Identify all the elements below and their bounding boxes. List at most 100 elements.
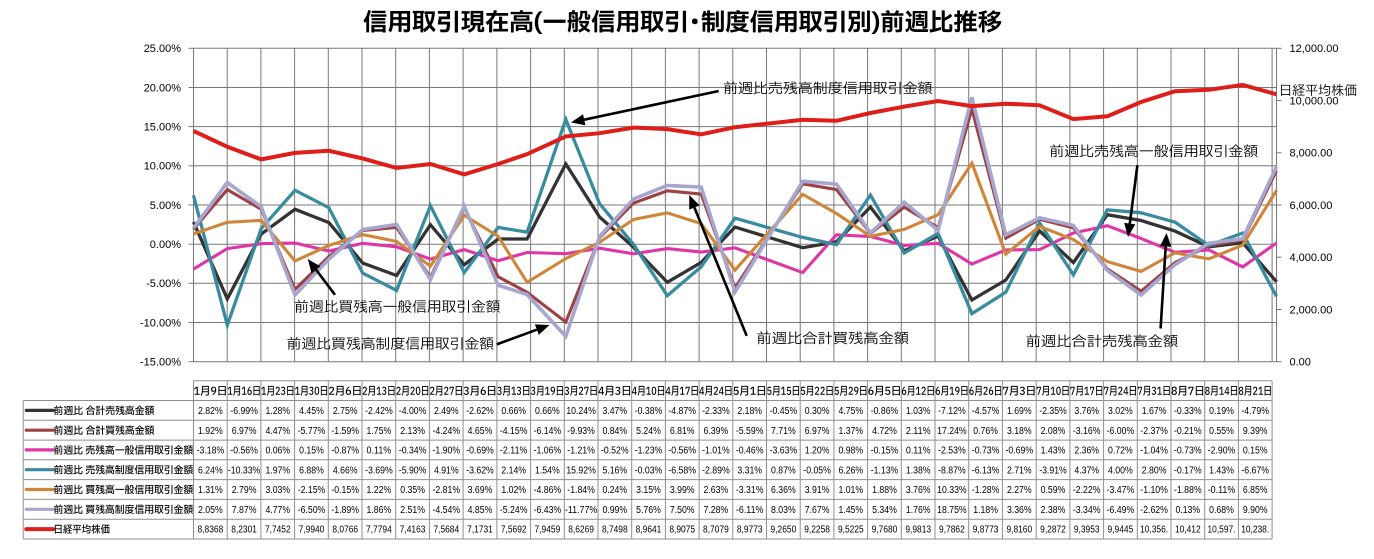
svg-text:7.50%: 7.50%: [670, 505, 695, 516]
svg-text:-1.04%: -1.04%: [1140, 446, 1168, 457]
svg-text:-3.63%: -3.63%: [770, 446, 798, 457]
svg-text:-6.00%: -6.00%: [1107, 426, 1135, 437]
svg-text:-2.90%: -2.90%: [1208, 446, 1236, 457]
svg-text:-8.87%: -8.87%: [938, 465, 966, 476]
svg-text:7,5692: 7,5692: [501, 525, 527, 536]
svg-text:3.15%: 3.15%: [636, 485, 661, 496]
svg-text:-4.00%: -4.00%: [399, 406, 427, 417]
svg-text:7,5684: 7,5684: [433, 525, 459, 536]
svg-text:7,9940: 7,9940: [299, 525, 325, 536]
svg-text:3.76%: 3.76%: [1074, 406, 1099, 417]
svg-text:-1.01%: -1.01%: [702, 446, 730, 457]
svg-text:-2.62%: -2.62%: [1140, 505, 1168, 516]
svg-text:-0.46%: -0.46%: [736, 446, 764, 457]
svg-text:3.03%: 3.03%: [265, 485, 290, 496]
svg-text:-4.79%: -4.79%: [1241, 406, 1269, 417]
svg-text:10,597.: 10,597.: [1208, 525, 1236, 536]
svg-text:2.18%: 2.18%: [737, 406, 762, 417]
svg-text:7.67%: 7.67%: [805, 505, 830, 516]
svg-text:-0.73%: -0.73%: [1174, 446, 1202, 457]
svg-text:5.00%: 5.00%: [150, 200, 181, 212]
svg-text:1.18%: 1.18%: [973, 505, 998, 516]
svg-text:-1.89%: -1.89%: [331, 505, 359, 516]
svg-text:-0.03%: -0.03%: [635, 465, 663, 476]
svg-text:-0.17%: -0.17%: [1174, 465, 1202, 476]
svg-text:1.76%: 1.76%: [906, 505, 931, 516]
svg-text:-4.87%: -4.87%: [668, 406, 696, 417]
svg-text:-5.77%: -5.77%: [298, 426, 326, 437]
svg-text:-0.38%: -0.38%: [635, 406, 663, 417]
svg-text:6.88%: 6.88%: [299, 465, 324, 476]
svg-text:6,000.00: 6,000.00: [1290, 200, 1333, 212]
svg-text:4.45%: 4.45%: [299, 406, 324, 417]
svg-text:2.27%: 2.27%: [1007, 485, 1032, 496]
svg-text:6.97%: 6.97%: [232, 426, 257, 437]
svg-text:7,9459: 7,9459: [535, 525, 561, 536]
svg-text:-3.69%: -3.69%: [365, 465, 393, 476]
svg-text:-3.62%: -3.62%: [466, 465, 494, 476]
svg-text:6.97%: 6.97%: [805, 426, 830, 437]
svg-text:3.02%: 3.02%: [1108, 406, 1133, 417]
svg-text:2.49%: 2.49%: [434, 406, 459, 417]
svg-text:-0.69%: -0.69%: [466, 446, 494, 457]
svg-text:-0.73%: -0.73%: [972, 446, 1000, 457]
svg-text:-4.57%: -4.57%: [972, 406, 1000, 417]
svg-text:0.00: 0.00: [1290, 357, 1311, 369]
svg-text:6.24%: 6.24%: [198, 465, 223, 476]
svg-text:9,2650: 9,2650: [771, 525, 797, 536]
svg-text:9.90%: 9.90%: [1243, 505, 1268, 516]
svg-text:0.66%: 0.66%: [501, 406, 526, 417]
svg-text:9,9445: 9,9445: [1108, 525, 1134, 536]
svg-text:8,9773: 8,9773: [737, 525, 763, 536]
svg-text:10,000.00: 10,000.00: [1290, 95, 1339, 107]
svg-text:0.59%: 0.59%: [1041, 485, 1066, 496]
svg-text:1.01%: 1.01%: [838, 485, 863, 496]
svg-text:7,7452: 7,7452: [265, 525, 291, 536]
svg-text:2.80%: 2.80%: [1142, 465, 1167, 476]
svg-text:0.68%: 0.68%: [1209, 505, 1234, 516]
svg-text:-0.45%: -0.45%: [770, 406, 798, 417]
svg-text:1.03%: 1.03%: [906, 406, 931, 417]
svg-text:4.65%: 4.65%: [468, 426, 493, 437]
svg-text:5.34%: 5.34%: [872, 505, 897, 516]
svg-text:1.37%: 1.37%: [838, 426, 863, 437]
svg-text:-0.86%: -0.86%: [871, 406, 899, 417]
svg-text:-3.91%: -3.91%: [1039, 465, 1067, 476]
svg-text:-2.33%: -2.33%: [702, 406, 730, 417]
svg-text:-2.15%: -2.15%: [298, 485, 326, 496]
svg-text:2,000.00: 2,000.00: [1290, 304, 1333, 316]
svg-text:-0.52%: -0.52%: [601, 446, 629, 457]
svg-text:10,356.: 10,356.: [1140, 525, 1168, 536]
svg-text:0.55%: 0.55%: [1209, 426, 1234, 437]
svg-text:7,4163: 7,4163: [400, 525, 426, 536]
svg-text:-6.50%: -6.50%: [298, 505, 326, 516]
svg-text:4.00%: 4.00%: [1108, 465, 1133, 476]
svg-text:9,7862: 9,7862: [939, 525, 965, 536]
svg-text:1.38%: 1.38%: [906, 465, 931, 476]
svg-text:-0.56%: -0.56%: [230, 446, 258, 457]
svg-text:2.36%: 2.36%: [1074, 446, 1099, 457]
svg-text:20.00%: 20.00%: [144, 82, 182, 94]
svg-text:3.76%: 3.76%: [906, 485, 931, 496]
svg-text:-0.15%: -0.15%: [871, 446, 899, 457]
svg-text:-10.00%: -10.00%: [140, 317, 181, 329]
svg-text:10,412: 10,412: [1175, 525, 1201, 536]
svg-text:2.11%: 2.11%: [906, 426, 931, 437]
svg-text:-0.33%: -0.33%: [1174, 406, 1202, 417]
svg-text:-1.06%: -1.06%: [534, 446, 562, 457]
svg-text:-1.13%: -1.13%: [871, 465, 899, 476]
svg-text:9,2258: 9,2258: [804, 525, 830, 536]
svg-text:4.91%: 4.91%: [434, 465, 459, 476]
svg-text:1.88%: 1.88%: [872, 485, 897, 496]
svg-text:7,7794: 7,7794: [366, 525, 392, 536]
svg-text:-5.24%: -5.24%: [500, 505, 528, 516]
svg-text:2.38%: 2.38%: [1041, 505, 1066, 516]
svg-text:1.45%: 1.45%: [838, 505, 863, 516]
svg-text:6.81%: 6.81%: [670, 426, 695, 437]
svg-text:9,8773: 9,8773: [973, 525, 999, 536]
svg-text:-0.56%: -0.56%: [668, 446, 696, 457]
svg-text:-6.14%: -6.14%: [534, 426, 562, 437]
svg-text:0.30%: 0.30%: [805, 406, 830, 417]
svg-text:10,238.: 10,238.: [1241, 525, 1269, 536]
svg-text:9,7680: 9,7680: [872, 525, 898, 536]
